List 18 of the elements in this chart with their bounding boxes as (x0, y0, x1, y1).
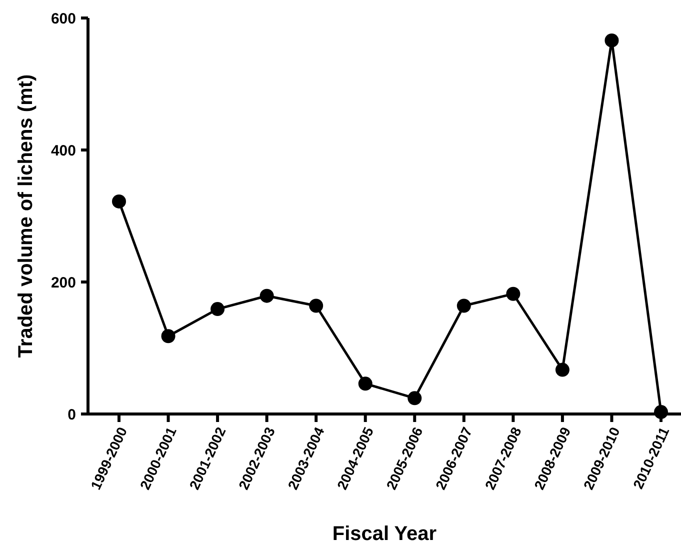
x-axis-title: Fiscal Year (332, 523, 437, 545)
point (408, 391, 422, 406)
point (161, 329, 176, 344)
y-tick-label: 400 (50, 142, 76, 160)
point (654, 405, 668, 420)
y-tick-label: 600 (50, 10, 76, 28)
point (506, 286, 520, 301)
point (260, 288, 274, 303)
point (555, 362, 570, 377)
point (309, 298, 324, 313)
point (358, 376, 372, 391)
point (604, 33, 619, 48)
point (210, 302, 225, 316)
y-tick-label: 0 (68, 406, 76, 424)
y-axis-title: Traded volume of lichens (mt) (15, 74, 37, 358)
point (456, 298, 471, 313)
y-tick-label: 200 (50, 274, 76, 292)
point (112, 194, 126, 208)
